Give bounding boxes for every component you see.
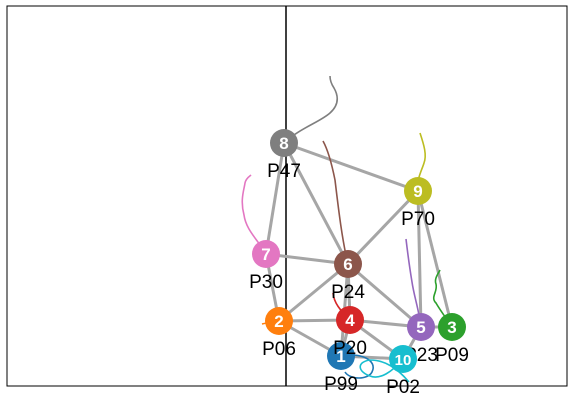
player-label: P20 [333, 338, 367, 359]
movement-trail-8 [283, 75, 339, 144]
player-marker [404, 177, 432, 205]
player-label: P06 [262, 339, 296, 360]
movement-trail-10 [359, 358, 410, 383]
player-label: P09 [435, 345, 469, 366]
player-number: 7 [261, 245, 270, 264]
movement-trail-1 [340, 354, 374, 379]
player-label: P70 [401, 209, 435, 230]
player-marker [334, 250, 362, 278]
player-marker [389, 345, 417, 373]
player-marker [407, 313, 435, 341]
player-number: 6 [343, 255, 352, 274]
movement-trail-3 [432, 269, 453, 328]
pass-edge-8-9 [282, 141, 420, 193]
player-number: 1 [336, 347, 345, 366]
player-marker [270, 129, 298, 157]
player-number: 5 [416, 318, 425, 337]
player-label: P99 [324, 374, 358, 395]
pass-edge-6-9 [346, 189, 420, 266]
movement-trail-7 [241, 174, 267, 255]
player-number: 4 [345, 311, 355, 330]
player-label: P02 [386, 377, 420, 398]
player-marker [252, 240, 280, 268]
pass-edge-6-2 [277, 262, 350, 323]
movement-trail-6 [322, 140, 349, 265]
player-number: 8 [279, 134, 288, 153]
pass-edge-8-7 [264, 141, 286, 256]
player-marker [327, 342, 355, 370]
player-marker [438, 313, 466, 341]
pass-edge-9-5 [416, 189, 423, 329]
player-label: P47 [267, 161, 301, 182]
player-number: 10 [395, 352, 412, 369]
movement-trail-5 [405, 238, 422, 328]
player-number: 9 [413, 182, 422, 201]
player-label: P24 [331, 282, 365, 303]
player-number: 3 [447, 318, 456, 337]
player-nodes: 1P992P063P094P205P236P247P308P479P7010P0… [249, 129, 469, 398]
pass-edge-9-3 [416, 189, 454, 329]
pass-edge-6-5 [346, 262, 423, 329]
pass-edge-8-6 [282, 141, 350, 266]
player-marker [265, 307, 293, 335]
player-label: P30 [249, 272, 283, 293]
player-number: 2 [274, 312, 283, 331]
player-marker [336, 306, 364, 334]
pitch-border [6, 5, 568, 387]
